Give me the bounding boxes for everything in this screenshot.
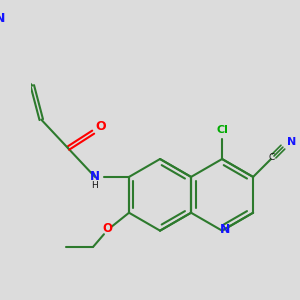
Text: C: C xyxy=(268,153,275,162)
Text: O: O xyxy=(95,120,106,133)
Text: N: N xyxy=(90,169,100,182)
Text: N: N xyxy=(287,137,297,147)
Text: Cl: Cl xyxy=(216,125,228,135)
Text: H: H xyxy=(92,182,98,190)
Text: O: O xyxy=(103,222,112,236)
Text: N: N xyxy=(0,12,5,25)
Text: N: N xyxy=(220,223,230,236)
